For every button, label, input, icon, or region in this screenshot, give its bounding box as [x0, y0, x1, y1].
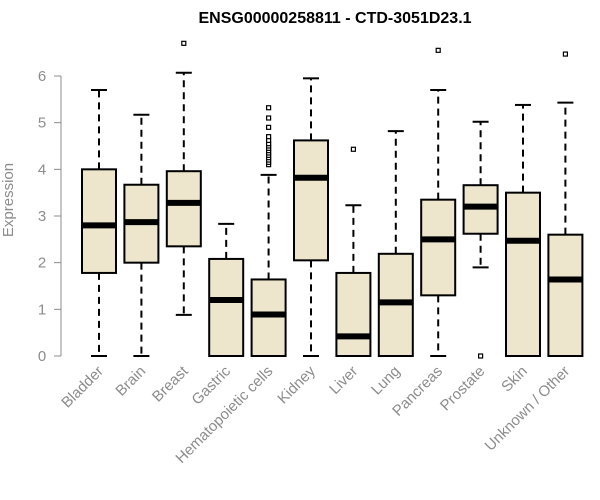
x-tick-label: Skin — [498, 363, 531, 396]
box-iqr — [335, 271, 372, 357]
y-axis: 0 1 2 3 4 5 6 — [38, 68, 62, 365]
outlier-point — [266, 134, 272, 140]
box-group — [462, 120, 499, 359]
outlier-point — [266, 115, 272, 121]
box-group — [293, 77, 329, 357]
y-tick-label: 2 — [38, 255, 46, 272]
x-tick-label: Prostate — [437, 363, 489, 415]
outlier-point — [435, 47, 441, 53]
box-group — [505, 103, 541, 357]
box-group — [250, 105, 287, 358]
outlier-point — [562, 51, 569, 57]
x-tick-label: Brain — [112, 363, 149, 400]
box-group — [123, 113, 160, 357]
y-tick-label: 1 — [38, 301, 46, 318]
x-tick-label: Lung — [368, 363, 404, 399]
box-group — [377, 130, 414, 357]
x-tick-label: Kidney — [274, 362, 319, 407]
x-tick-label: Breast — [149, 362, 192, 405]
outlier-point — [266, 124, 272, 130]
y-tick-label: 5 — [38, 115, 46, 132]
y-axis-label: Expression — [0, 163, 17, 237]
box-group — [208, 222, 245, 357]
chart-title: ENSG00000258811 - CTD-3051D23.1 — [198, 10, 471, 27]
box-iqr — [547, 233, 584, 358]
box-group — [547, 51, 584, 358]
outlier-point — [181, 40, 187, 46]
y-tick-label: 0 — [38, 348, 46, 365]
box-group — [81, 89, 117, 357]
y-tick-label: 4 — [38, 161, 46, 178]
box-iqr — [293, 139, 329, 262]
x-tick-label: Liver — [326, 363, 361, 398]
box-iqr — [81, 168, 117, 274]
box-iqr — [505, 191, 541, 357]
outlier-point — [478, 353, 484, 359]
box-group — [335, 146, 372, 357]
boxes-layer — [81, 40, 584, 359]
x-tick-label: Bladder — [58, 363, 107, 412]
box-iqr — [420, 198, 457, 297]
outlier-point — [266, 105, 272, 111]
outlier-point — [350, 146, 356, 152]
box-iqr — [208, 257, 245, 357]
box-iqr — [165, 170, 202, 248]
y-tick-label: 3 — [38, 208, 46, 225]
box-iqr — [250, 278, 287, 358]
box-group — [165, 40, 202, 316]
y-tick-label: 6 — [38, 68, 46, 85]
box-group — [420, 47, 457, 357]
